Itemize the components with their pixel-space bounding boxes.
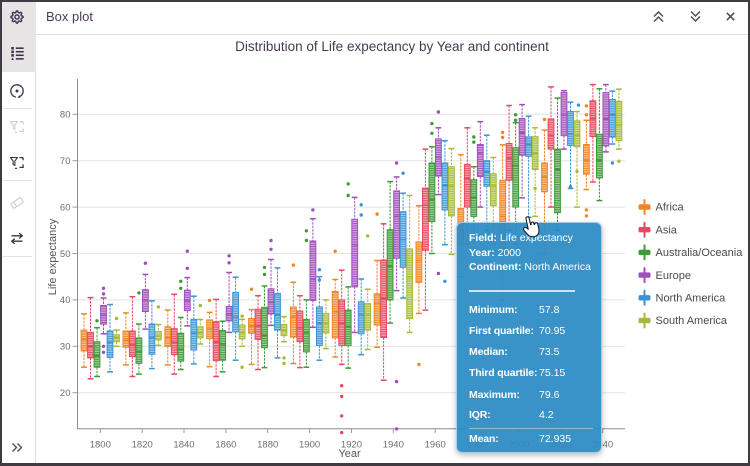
svg-text:60: 60 bbox=[60, 202, 71, 213]
svg-text:70: 70 bbox=[60, 156, 71, 167]
svg-text:South America: South America bbox=[656, 315, 728, 327]
svg-text:Africa: Africa bbox=[656, 202, 685, 214]
svg-text:30: 30 bbox=[60, 342, 71, 353]
svg-text:North America: North America bbox=[656, 293, 727, 305]
svg-text:20: 20 bbox=[60, 388, 71, 399]
svg-text:Asia: Asia bbox=[656, 224, 678, 236]
svg-text:50: 50 bbox=[60, 249, 71, 260]
svg-text:2040: 2040 bbox=[592, 440, 613, 451]
svg-text:1860: 1860 bbox=[215, 440, 236, 451]
svg-text:1960: 1960 bbox=[425, 440, 446, 451]
svg-text:Distribution of Life expectanc: Distribution of Life expectancy by Year … bbox=[235, 39, 549, 54]
svg-text:1920: 1920 bbox=[341, 440, 362, 451]
svg-text:80: 80 bbox=[60, 110, 71, 121]
svg-text:Year: Year bbox=[338, 448, 361, 460]
svg-text:1940: 1940 bbox=[383, 440, 404, 451]
svg-text:1840: 1840 bbox=[173, 440, 194, 451]
svg-text:Life expectancy: Life expectancy bbox=[47, 218, 59, 295]
svg-text:1820: 1820 bbox=[132, 440, 153, 451]
svg-text:40: 40 bbox=[60, 295, 71, 306]
svg-text:1900: 1900 bbox=[299, 440, 320, 451]
svg-text:1800: 1800 bbox=[90, 440, 111, 451]
svg-text:1880: 1880 bbox=[257, 440, 278, 451]
svg-text:Europe: Europe bbox=[656, 270, 691, 282]
svg-text:Australia/Oceania: Australia/Oceania bbox=[656, 247, 744, 259]
